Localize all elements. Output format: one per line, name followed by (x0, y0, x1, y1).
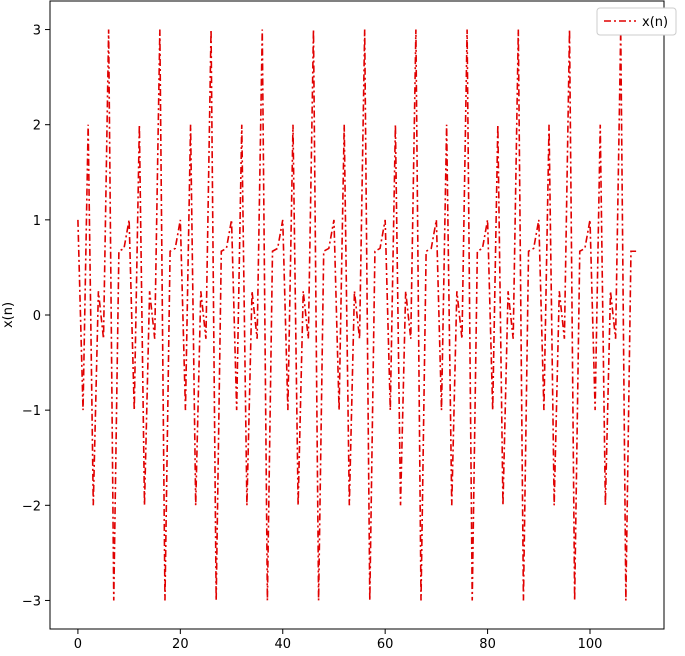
x-tick-label: 40 (274, 637, 291, 652)
y-tick-label: 2 (33, 119, 41, 134)
x-tick-label: 20 (172, 637, 189, 652)
y-tick-label: 0 (33, 309, 41, 324)
legend-box (596, 7, 677, 36)
y-tick-label: 1 (33, 214, 41, 229)
y-axis-label: x(n) (1, 302, 16, 328)
x-tick-label: 80 (479, 637, 496, 652)
y-tick-label: −2 (22, 499, 41, 514)
y-axis: −3 −2 −1 0 1 2 3 (22, 24, 50, 609)
x-tick-label: 0 (74, 637, 82, 652)
legend: x(n) (596, 7, 677, 36)
series-layer (77, 29, 637, 601)
y-tick-label: −1 (22, 404, 41, 419)
x-tick-label: 100 (578, 637, 603, 652)
series-line (77, 29, 637, 601)
x-tick-label: 60 (377, 637, 394, 652)
legend-label: x(n) (642, 15, 668, 30)
x-axis: 0 20 40 60 80 100 (74, 629, 603, 652)
y-tick-label: −3 (22, 594, 41, 609)
y-tick-label: 3 (33, 24, 41, 39)
